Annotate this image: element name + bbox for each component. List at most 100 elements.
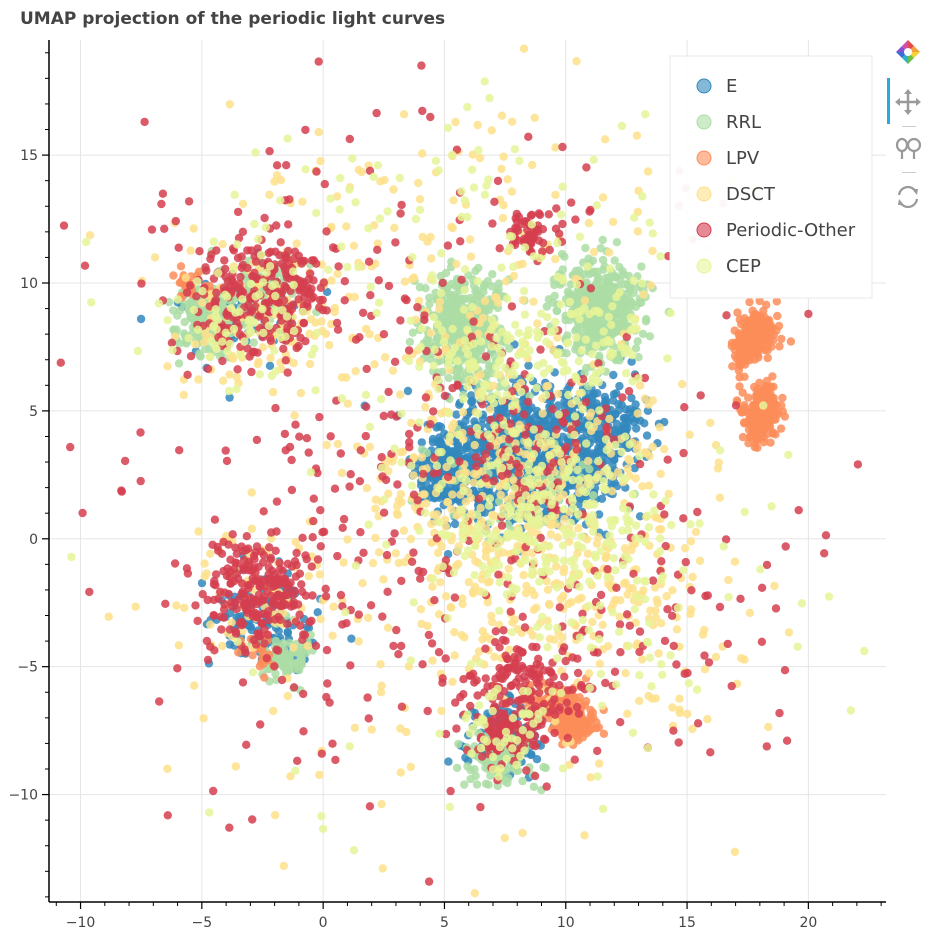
point bbox=[283, 628, 292, 638]
point bbox=[598, 235, 607, 245]
point bbox=[231, 762, 240, 771]
point bbox=[276, 175, 286, 185]
point bbox=[466, 391, 476, 400]
point bbox=[698, 630, 708, 639]
point bbox=[635, 512, 645, 521]
point bbox=[368, 558, 378, 568]
point bbox=[406, 762, 415, 772]
point bbox=[605, 292, 615, 302]
point bbox=[576, 289, 585, 298]
point bbox=[612, 481, 622, 491]
point bbox=[569, 724, 579, 733]
point bbox=[557, 249, 567, 259]
point bbox=[150, 253, 160, 262]
point bbox=[521, 588, 531, 598]
point bbox=[376, 660, 385, 669]
point bbox=[246, 622, 255, 632]
point bbox=[680, 544, 690, 553]
point bbox=[446, 603, 455, 612]
point bbox=[476, 343, 486, 352]
point bbox=[592, 539, 602, 548]
point bbox=[447, 505, 456, 514]
point bbox=[225, 393, 234, 402]
point bbox=[740, 357, 749, 366]
point bbox=[434, 421, 443, 431]
point bbox=[260, 673, 269, 682]
point bbox=[499, 152, 508, 161]
point bbox=[481, 552, 490, 561]
point bbox=[279, 639, 288, 648]
point bbox=[466, 235, 475, 244]
point bbox=[505, 344, 514, 353]
point bbox=[480, 296, 490, 306]
point bbox=[316, 283, 325, 292]
point bbox=[417, 438, 426, 447]
point bbox=[597, 494, 607, 503]
point bbox=[560, 514, 569, 524]
point bbox=[294, 295, 303, 304]
point bbox=[225, 100, 234, 109]
point bbox=[623, 464, 632, 473]
point bbox=[763, 353, 772, 363]
point bbox=[438, 367, 447, 377]
point bbox=[556, 594, 565, 604]
point bbox=[646, 281, 655, 290]
point bbox=[315, 570, 325, 579]
point bbox=[476, 503, 485, 513]
point bbox=[174, 641, 183, 650]
point bbox=[334, 262, 343, 271]
point bbox=[272, 675, 281, 685]
point bbox=[503, 175, 512, 184]
point bbox=[588, 617, 597, 627]
point bbox=[730, 847, 740, 856]
point bbox=[629, 417, 639, 427]
point bbox=[589, 491, 598, 500]
point bbox=[486, 405, 495, 414]
point bbox=[486, 771, 495, 780]
point bbox=[396, 390, 405, 399]
point bbox=[786, 337, 796, 346]
point bbox=[765, 316, 774, 325]
point bbox=[247, 488, 256, 497]
point bbox=[392, 509, 402, 518]
point bbox=[407, 418, 416, 428]
point bbox=[377, 800, 386, 809]
point bbox=[613, 306, 623, 316]
point bbox=[271, 636, 280, 646]
point bbox=[602, 456, 611, 465]
point bbox=[379, 575, 388, 584]
point bbox=[728, 362, 737, 371]
point bbox=[253, 359, 262, 369]
point bbox=[104, 612, 113, 621]
point bbox=[548, 298, 558, 307]
point bbox=[501, 277, 511, 286]
point bbox=[201, 329, 210, 339]
point bbox=[235, 279, 244, 289]
point bbox=[638, 329, 648, 339]
point bbox=[715, 493, 725, 502]
point bbox=[560, 397, 569, 406]
point bbox=[660, 444, 669, 454]
point bbox=[409, 471, 418, 480]
point bbox=[444, 373, 453, 383]
point bbox=[695, 556, 705, 565]
point bbox=[487, 611, 496, 621]
point bbox=[270, 810, 280, 820]
point bbox=[609, 370, 618, 380]
point bbox=[421, 402, 430, 412]
point bbox=[640, 419, 649, 428]
point bbox=[484, 780, 493, 789]
point bbox=[435, 297, 445, 306]
point bbox=[584, 456, 593, 466]
point bbox=[629, 288, 638, 297]
point bbox=[654, 649, 663, 658]
point bbox=[264, 248, 273, 258]
point bbox=[409, 273, 419, 282]
point bbox=[574, 266, 584, 275]
point bbox=[466, 493, 476, 503]
point bbox=[615, 426, 624, 436]
point bbox=[582, 720, 591, 729]
point bbox=[764, 422, 773, 431]
point bbox=[532, 755, 542, 764]
